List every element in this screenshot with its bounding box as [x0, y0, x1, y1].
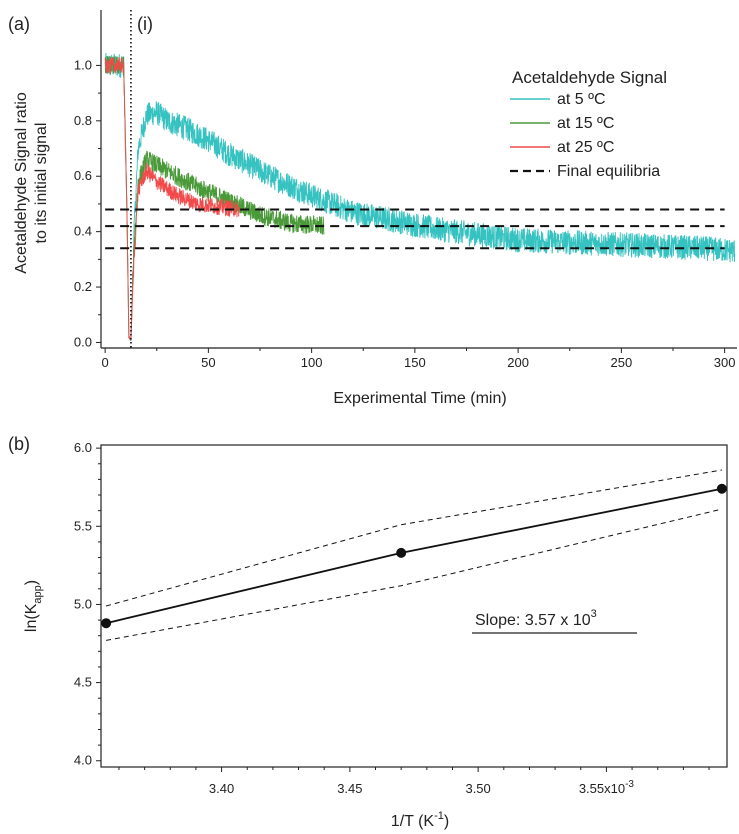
- x-axis-label-b-close: ): [444, 813, 449, 830]
- x-tick-label-b: 3.40: [209, 781, 234, 796]
- panel-label-a: (a): [8, 14, 30, 34]
- series-line-1: [104, 52, 736, 341]
- slope-annotation-main: Slope: 3.57 x 10: [475, 612, 591, 629]
- legend-label: at 25 ºC: [557, 139, 614, 156]
- chart-a: (a) 0 50 100 150 200 250 300 0.0 0.2 0.4 0.6 0.8 1.0…: [8, 10, 737, 407]
- y-tick-label-a: 0.6: [74, 168, 92, 183]
- slope-annotation: Slope: 3.57 x 103: [475, 608, 597, 629]
- x-axis-label-b-main: 1/T (K: [391, 813, 435, 830]
- legend-a: Acetaldehyde Signal at 5 ºC at 15 ºC at 25…: [510, 68, 667, 180]
- x-tick-label-a: 200: [507, 355, 529, 370]
- y-axis-label-a-line1: Acetaldehyde Signal ratio: [13, 92, 30, 274]
- plot-area-a: [104, 10, 736, 348]
- chart-b: (b) 3.40 3.45 3.50 3.55x10-3 4.0 4.5 5.0 5.5 6.0…: [8, 434, 728, 830]
- legend-title: Acetaldehyde Signal: [512, 68, 667, 87]
- y-tick-label-a: 1.0: [74, 57, 92, 72]
- y-axis-label-a-line2: to its initial signal: [33, 123, 50, 244]
- y-tick-label-b: 5.5: [74, 518, 92, 533]
- x-tick-label-a: 150: [404, 355, 426, 370]
- x-tick-label-a: 0: [102, 355, 109, 370]
- y-axis-label-b-sub: app: [32, 585, 44, 603]
- legend-label: Final equilibria: [557, 163, 660, 180]
- slope-annotation-exp: 3: [591, 608, 597, 620]
- x-tick-label-b: 3.45: [337, 781, 362, 796]
- y-tick-label-b: 6.0: [74, 440, 92, 455]
- confidence-lower-line: [106, 508, 723, 641]
- x-tick-label-b: 3.50: [465, 781, 490, 796]
- y-tick-label-a: 0.0: [74, 334, 92, 349]
- panel-label-b: (b): [8, 434, 30, 454]
- x-axis-label-b-sup: -1: [434, 810, 444, 822]
- y-tick-label-b: 5.0: [74, 596, 92, 611]
- x-tick-label-b: 3.55x10-3: [579, 779, 635, 796]
- fit-line: [105, 487, 723, 625]
- plot-frame-b: [100, 444, 728, 768]
- x-tick-label-a: 100: [301, 355, 323, 370]
- data-point: [396, 547, 407, 558]
- annotation-i: (i): [137, 14, 153, 34]
- y-tick-label-a: 0.8: [74, 113, 92, 128]
- axes-a: 0 50 100 150 200 250 300 0.0 0.2 0.4 0.6 0.8 1.0: [74, 10, 737, 370]
- x-axis-label-a: Experimental Time (min): [333, 390, 506, 407]
- y-tick-label-a: 0.4: [74, 224, 92, 239]
- x-tick-label-a: 250: [611, 355, 633, 370]
- y-tick-label-b: 4.5: [74, 675, 92, 690]
- x-tick-label-a: 300: [714, 355, 736, 370]
- axes-b: 3.40 3.45 3.50 3.55x10-3 4.0 4.5 5.0 5.5 6.0: [74, 440, 728, 796]
- plot-area-b: [101, 469, 727, 641]
- series-line-2: [104, 54, 325, 341]
- y-axis-label-b: ln(Kapp): [23, 580, 44, 632]
- x-tick-label-a: 50: [201, 355, 215, 370]
- series-line-3: [104, 57, 240, 342]
- confidence-upper-line: [105, 469, 722, 607]
- y-axis-label-b-main: ln(K: [23, 603, 40, 632]
- data-point: [716, 483, 727, 494]
- y-tick-label-b: 4.0: [74, 753, 92, 768]
- y-tick-label-a: 0.2: [74, 279, 92, 294]
- data-point: [101, 618, 112, 629]
- y-axis-label-b-close: ): [23, 580, 40, 585]
- legend-label: at 15 ºC: [557, 115, 614, 132]
- legend-label: at 5 ºC: [557, 91, 606, 108]
- x-axis-label-b: 1/T (K-1): [391, 810, 449, 830]
